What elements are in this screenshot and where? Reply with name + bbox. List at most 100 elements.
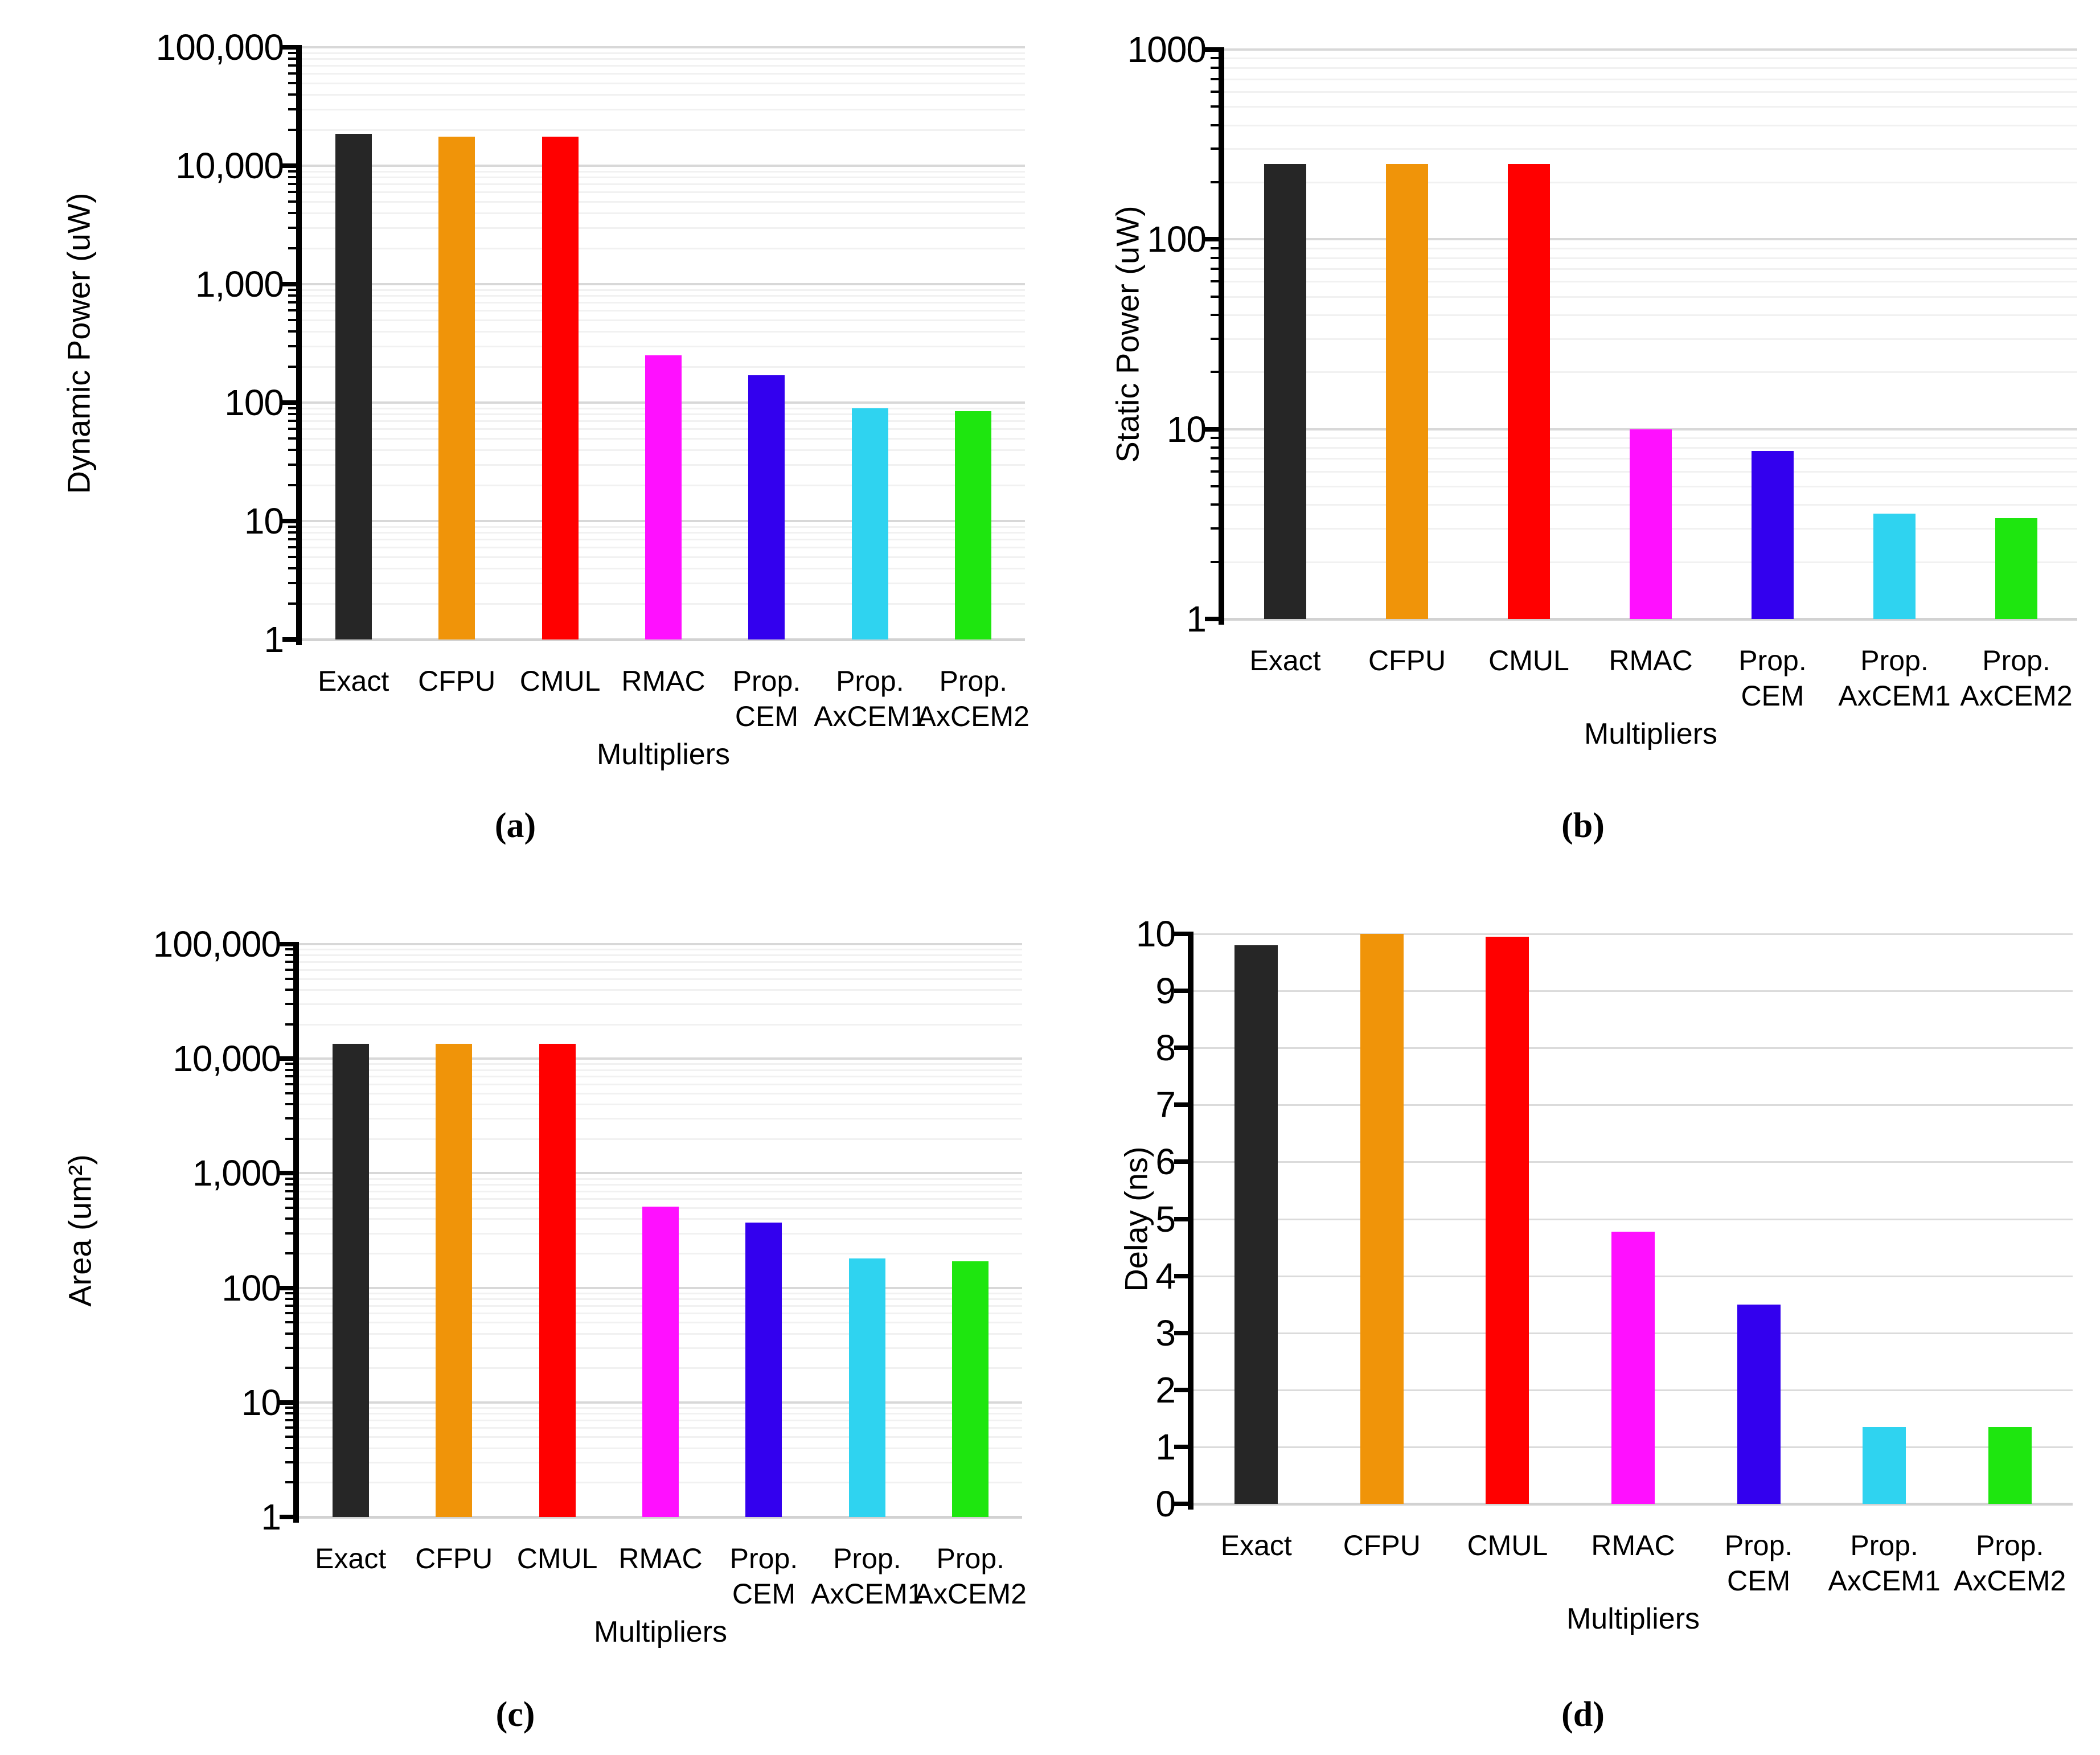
major-gridline — [1193, 1047, 2073, 1049]
bar-prop-axcem2 — [1988, 1426, 2032, 1504]
y-major-tick — [282, 45, 297, 50]
y-minor-tick — [1211, 503, 1219, 506]
y-minor-tick — [288, 183, 297, 186]
x-axis-title: Multipliers — [593, 1615, 728, 1649]
y-minor-tick — [1211, 337, 1219, 340]
y-minor-tick — [1211, 105, 1219, 108]
minor-gridline — [299, 1138, 1022, 1140]
y-major-tick — [1174, 1387, 1189, 1392]
x-label-cmul: CMUL — [516, 1543, 598, 1574]
y-minor-tick — [288, 428, 297, 430]
minor-gridline — [299, 1178, 1022, 1180]
bar-cfpu — [438, 137, 475, 639]
minor-gridline — [1224, 257, 2077, 259]
y-major-tick — [282, 400, 297, 405]
minor-gridline — [302, 93, 1025, 96]
y-minor-tick — [285, 977, 294, 980]
y-tick-label: 100,000 — [155, 27, 284, 68]
minor-gridline — [1224, 148, 2077, 150]
panel-caption: (a) — [494, 806, 536, 845]
minor-gridline — [1224, 247, 2077, 249]
y-tick-label: 100 — [224, 382, 284, 423]
y-minor-tick — [1211, 247, 1219, 249]
y-minor-tick — [1211, 560, 1219, 563]
bar-cfpu — [1360, 934, 1404, 1504]
x-axis-line — [299, 1516, 1022, 1519]
minor-gridline — [299, 1190, 1022, 1192]
y-minor-tick — [285, 954, 294, 957]
y-minor-tick — [1211, 295, 1219, 298]
y-minor-tick — [285, 1206, 294, 1209]
bar-cmul — [1508, 163, 1550, 619]
x-label-rmac: RMAC — [621, 665, 706, 697]
x-label-prop-axcem2: Prop. AxCEM2 — [917, 665, 1030, 732]
y-minor-tick — [285, 1023, 294, 1026]
minor-gridline — [302, 108, 1025, 110]
x-axis-line — [1224, 618, 2077, 621]
y-minor-tick — [1211, 280, 1219, 283]
y-axis-line — [296, 45, 302, 645]
bar-prop-axcem1 — [1863, 1426, 1906, 1504]
minor-gridline — [302, 200, 1025, 203]
minor-gridline — [299, 1003, 1022, 1006]
minor-gridline — [1224, 124, 2077, 126]
y-minor-tick — [1211, 67, 1219, 69]
x-label-cfpu: CFPU — [415, 1543, 493, 1574]
x-label-exact: Exact — [1220, 1530, 1292, 1561]
y-minor-tick — [288, 437, 297, 440]
y-tick-label: 1 — [261, 1496, 281, 1537]
major-gridline — [1193, 1161, 2073, 1163]
x-label-prop-axcem2: Prop. AxCEM2 — [1954, 1530, 2066, 1597]
x-label-prop-axcem2: Prop. AxCEM2 — [914, 1543, 1027, 1610]
minor-gridline — [1224, 314, 2077, 316]
y-minor-tick — [285, 1481, 294, 1484]
y-minor-tick — [285, 989, 294, 991]
minor-gridline — [302, 212, 1025, 214]
major-gridline — [302, 165, 1025, 167]
y-minor-tick — [288, 176, 297, 179]
y-minor-tick — [1211, 485, 1219, 487]
y-minor-tick — [288, 247, 297, 250]
minor-gridline — [1224, 296, 2077, 298]
y-tick-label: 4 — [1155, 1255, 1176, 1297]
y-minor-tick — [285, 1412, 294, 1415]
y-minor-tick — [288, 108, 297, 110]
y-minor-tick — [288, 288, 297, 291]
y-minor-tick — [285, 1075, 294, 1078]
y-major-tick — [282, 282, 297, 286]
y-minor-tick — [285, 1103, 294, 1106]
y-minor-tick — [285, 1217, 294, 1220]
y-minor-tick — [1211, 147, 1219, 150]
minor-gridline — [302, 227, 1025, 229]
plot-area — [280, 942, 1022, 1523]
y-minor-tick — [1211, 77, 1219, 80]
minor-gridline — [1224, 371, 2077, 374]
minor-gridline — [1224, 91, 2077, 93]
y-major-tick — [1174, 989, 1189, 994]
minor-gridline — [302, 183, 1025, 186]
bar-cmul — [1486, 937, 1529, 1504]
y-minor-tick — [288, 581, 297, 584]
y-minor-tick — [288, 211, 297, 214]
y-minor-tick — [288, 72, 297, 75]
y-major-tick — [1174, 1045, 1189, 1051]
x-label-rmac: RMAC — [618, 1543, 703, 1574]
y-minor-tick — [285, 968, 294, 971]
y-minor-tick — [285, 1190, 294, 1192]
y-minor-tick — [288, 538, 297, 541]
y-minor-tick — [288, 555, 297, 558]
y-major-tick — [1205, 47, 1220, 52]
minor-gridline — [299, 961, 1022, 963]
x-label-rmac: RMAC — [1591, 1530, 1675, 1561]
y-major-tick — [280, 1056, 294, 1061]
bar-cmul — [539, 1043, 576, 1517]
y-minor-tick — [288, 531, 297, 534]
y-minor-tick — [288, 64, 297, 67]
y-minor-tick — [285, 1426, 294, 1429]
plot-area — [282, 45, 1025, 645]
major-gridline — [1193, 933, 2073, 935]
y-minor-tick — [288, 170, 297, 173]
y-minor-tick — [288, 58, 297, 60]
y-tick-label: 10,000 — [173, 1038, 281, 1080]
y-tick-label: 1,000 — [192, 1153, 281, 1194]
